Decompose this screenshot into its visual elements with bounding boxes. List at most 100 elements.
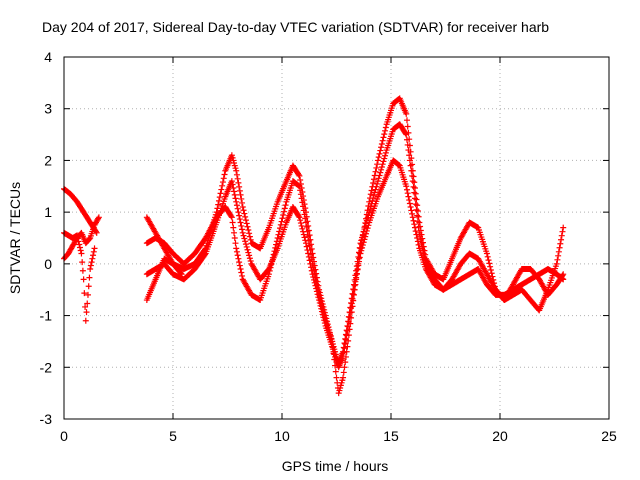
data-point xyxy=(95,215,102,222)
data-point xyxy=(403,136,410,143)
data-point xyxy=(221,171,228,178)
data-point xyxy=(412,228,419,235)
data-point xyxy=(363,217,370,224)
data-point xyxy=(301,211,308,218)
y-tick-label: -1 xyxy=(40,308,53,324)
data-point xyxy=(554,256,561,263)
data-point xyxy=(348,299,355,306)
data-point xyxy=(233,245,240,252)
data-point xyxy=(84,291,91,298)
y-axis-label: SDTVAR / TECUs xyxy=(7,182,23,294)
data-point xyxy=(421,253,428,260)
data-point xyxy=(403,131,410,138)
data-point xyxy=(375,154,382,161)
data-point xyxy=(297,191,304,198)
data-point xyxy=(420,250,427,257)
data-point xyxy=(232,240,239,247)
data-point xyxy=(247,236,254,243)
data-point xyxy=(406,157,413,164)
data-point xyxy=(82,317,89,324)
data-point xyxy=(413,206,420,213)
data-point xyxy=(356,249,363,256)
data-point xyxy=(372,168,379,175)
data-point xyxy=(240,207,247,214)
data-point xyxy=(219,182,226,189)
data-point xyxy=(412,190,419,197)
data-point xyxy=(305,233,312,240)
data-point xyxy=(356,244,363,251)
data-point xyxy=(370,195,377,202)
data-point xyxy=(342,335,349,342)
data-point xyxy=(301,234,308,241)
data-point xyxy=(86,274,93,281)
data-point xyxy=(406,152,413,159)
plot-frame xyxy=(63,56,610,420)
data-point xyxy=(379,137,386,144)
data-point xyxy=(484,253,491,260)
data-point xyxy=(218,186,225,193)
data-point xyxy=(216,194,223,201)
data-point xyxy=(321,311,328,318)
data-point xyxy=(318,303,325,310)
data-point xyxy=(406,197,413,204)
data-point xyxy=(220,175,227,182)
data-point xyxy=(340,348,347,355)
data-point xyxy=(233,248,240,255)
data-point xyxy=(300,231,307,238)
data-point xyxy=(236,216,243,223)
data-point xyxy=(271,248,278,255)
data-point xyxy=(344,343,351,350)
data-point xyxy=(304,228,311,235)
data-point xyxy=(414,212,421,219)
data-point xyxy=(319,306,326,313)
data-point xyxy=(219,179,226,186)
data-point xyxy=(344,322,351,329)
data-point xyxy=(230,185,237,192)
data-point xyxy=(246,233,253,240)
chart-title: Day 204 of 2017, Sidereal Day-to-day VTE… xyxy=(42,19,549,35)
data-point xyxy=(557,240,564,247)
data-point xyxy=(359,231,366,238)
data-point xyxy=(234,205,241,212)
data-point xyxy=(402,130,409,137)
data-point xyxy=(353,267,360,274)
data-point xyxy=(356,250,363,257)
data-point xyxy=(74,232,81,239)
data-point xyxy=(412,201,419,208)
x-tick-label: 20 xyxy=(492,428,508,444)
data-point xyxy=(89,255,96,262)
data-point xyxy=(346,326,353,333)
data-point xyxy=(237,219,244,226)
data-point xyxy=(228,214,235,221)
data-point xyxy=(409,178,416,185)
data-point xyxy=(382,152,389,159)
data-point xyxy=(86,235,93,242)
data-point xyxy=(297,220,304,227)
data-point xyxy=(368,200,375,207)
data-point xyxy=(311,271,318,278)
data-point xyxy=(281,205,288,212)
data-point xyxy=(242,238,249,245)
data-point xyxy=(300,207,307,214)
data-point xyxy=(414,218,421,225)
data-point xyxy=(87,262,94,269)
data-point xyxy=(375,175,382,182)
data-point xyxy=(488,270,495,277)
data-point xyxy=(379,161,386,168)
y-tick-label: -2 xyxy=(40,359,53,375)
data-point xyxy=(403,110,410,117)
data-point xyxy=(485,257,492,264)
data-point xyxy=(242,217,249,224)
data-point xyxy=(231,188,238,195)
data-point xyxy=(246,230,253,237)
data-point xyxy=(403,186,410,193)
data-point xyxy=(553,260,560,267)
data-point xyxy=(415,224,422,231)
data-point xyxy=(360,228,367,235)
data-point xyxy=(370,176,377,183)
data-point xyxy=(405,193,412,200)
data-point xyxy=(282,202,289,209)
data-point xyxy=(242,213,249,220)
data-point xyxy=(229,181,236,188)
data-point xyxy=(555,252,562,259)
